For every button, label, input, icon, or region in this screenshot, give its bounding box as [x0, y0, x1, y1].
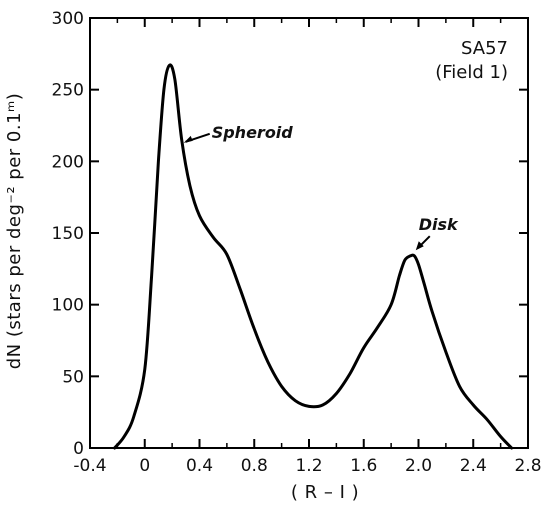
x-tick-label: -0.4 [73, 456, 106, 476]
y-tick-label: 200 [52, 152, 84, 172]
field-label-field: (Field 1) [435, 62, 508, 83]
annotation-label: Disk [419, 215, 459, 234]
x-tick-label: 0 [139, 456, 150, 476]
x-tick-label: 0.4 [186, 456, 213, 476]
x-tick-label: 2.4 [460, 456, 487, 476]
x-tick-label: 2.8 [514, 456, 541, 476]
x-tick-label: 0.8 [241, 456, 268, 476]
spheroid-arrowhead [183, 135, 193, 143]
y-tick-label: 150 [52, 224, 84, 244]
disk-arrowhead [415, 241, 424, 251]
distribution-curve [113, 63, 514, 450]
annotations: Spheroid Disk [183, 123, 459, 251]
x-tick-label: 1.6 [350, 456, 377, 476]
y-tick-label: 300 [52, 9, 84, 29]
x-tick-label: 2.0 [405, 456, 432, 476]
y-tick-label: 250 [52, 81, 84, 101]
y-tick-label: 50 [62, 367, 84, 387]
y-tick-label: 100 [52, 296, 84, 316]
y-axis-title: dN (stars per deg⁻² per 0.1ᵐ) [4, 93, 25, 370]
annotation-label: Spheroid [212, 123, 294, 142]
y-tick-labels: 0 50 100 150 200 250 300 [52, 9, 84, 459]
y-tick-label: 0 [73, 439, 84, 459]
x-axis-title: ( R – I ) [291, 482, 359, 503]
x-tick-label: 1.2 [295, 456, 322, 476]
axis-ticks [89, 17, 529, 449]
x-tick-labels: -0.4 0 0.4 0.8 1.2 1.6 2.0 2.4 2.8 [73, 456, 541, 476]
field-label-sa57: SA57 [461, 38, 508, 59]
